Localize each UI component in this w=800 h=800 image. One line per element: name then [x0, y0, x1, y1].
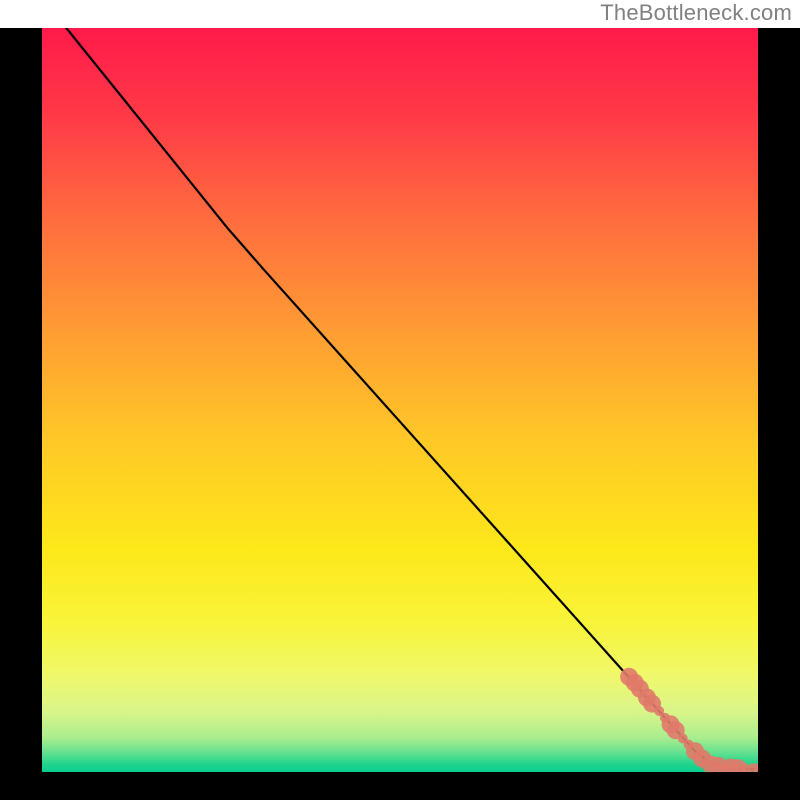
border-left — [0, 28, 42, 772]
gradient-background — [42, 28, 758, 772]
chart-frame: TheBottleneck.com — [0, 0, 800, 800]
credit-label: TheBottleneck.com — [600, 0, 792, 26]
border-bottom — [0, 772, 800, 800]
border-right — [758, 28, 800, 772]
bottleneck-chart — [42, 28, 758, 772]
